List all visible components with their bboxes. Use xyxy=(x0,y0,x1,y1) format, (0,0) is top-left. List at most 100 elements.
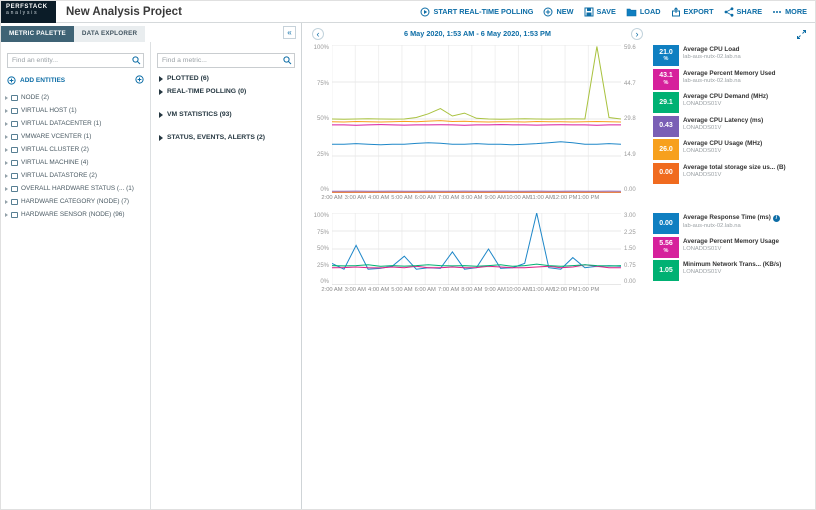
toolbar-label: MORE xyxy=(785,7,807,16)
metric-legend-card[interactable]: 0.43 Average CPU Latency (ms)LONADDS01V xyxy=(653,116,809,137)
chart-2-legend: 0.00 Average Response Time (ms)ilab-aus-… xyxy=(653,213,809,297)
metric-entity: LONADDS01V xyxy=(683,246,779,252)
save-icon xyxy=(584,7,594,17)
tab-metric-palette[interactable]: METRIC PALETTE xyxy=(1,26,74,42)
entity-label: VIRTUAL MACHINE (4) xyxy=(21,159,88,166)
chart-1-plot[interactable] xyxy=(332,45,621,193)
entity-search xyxy=(7,49,144,68)
metric-value: 0.00 xyxy=(659,220,673,228)
metric-title: Average Percent Memory Used xyxy=(683,70,776,77)
axis-label: 9:00 AM xyxy=(485,195,506,201)
info-icon[interactable]: i xyxy=(773,215,780,222)
axis-label: 1.50 xyxy=(624,246,647,252)
entity-virtual-machine[interactable]: VIRTUAL MACHINE (4) xyxy=(1,156,150,169)
start-real-time-polling-button[interactable]: START REAL-TIME POLLING xyxy=(420,7,533,17)
axis-label: 0% xyxy=(308,187,329,193)
add-entities-secondary-button[interactable] xyxy=(135,75,144,86)
entity-label: OVERALL HARDWARE STATUS (... (1) xyxy=(21,185,134,192)
entity-node[interactable]: NODE (2) xyxy=(1,91,150,104)
entity-search-input[interactable] xyxy=(7,53,144,68)
metric-group-plotted[interactable]: PLOTTED (6) xyxy=(151,72,301,85)
chart-2: 100%75%50%25%0% 3.002.251.500.750.00 2:0… xyxy=(308,213,647,297)
share-button[interactable]: SHARE xyxy=(724,7,763,17)
search-icon[interactable] xyxy=(132,52,141,70)
metric-group-vm-statistics[interactable]: VM STATISTICS (93) xyxy=(151,108,301,121)
chart-1: 100%75%50%25%0% 59.644.729.814.90.00 2:0… xyxy=(308,45,647,205)
metric-value-chip: 0.00 xyxy=(653,213,679,234)
expander-icon[interactable] xyxy=(5,161,8,165)
expand-icon[interactable] xyxy=(796,27,807,45)
expander-icon[interactable] xyxy=(5,109,8,113)
metric-legend-card[interactable]: 26.0 Average CPU Usage (MHz)LONADDS01V xyxy=(653,139,809,160)
metric-group-status-events-alerts[interactable]: STATUS, EVENTS, ALERTS (2) xyxy=(151,131,301,144)
virtual-machine-icon xyxy=(11,160,18,166)
entity-hardware-category[interactable]: HARDWARE CATEGORY (NODE) (7) xyxy=(1,195,150,208)
add-entity-icon xyxy=(7,76,16,85)
expander-icon[interactable] xyxy=(5,200,8,204)
metric-title: Average Percent Memory Usage xyxy=(683,238,779,245)
expander-icon[interactable] xyxy=(5,96,8,100)
more-button[interactable]: MORE xyxy=(772,7,807,17)
axis-label: 6:00 AM xyxy=(415,287,436,293)
new-icon xyxy=(543,7,553,17)
top-bar: PERFSTACK analysis New Analysis Project … xyxy=(1,1,815,23)
metric-legend-card[interactable]: 29.1 Average CPU Demand (MHz)LONADDS01V xyxy=(653,92,809,113)
entity-virtual-host[interactable]: VIRTUAL HOST (1) xyxy=(1,104,150,117)
chart-2-plot[interactable] xyxy=(332,213,621,285)
add-entities-button[interactable]: ADD ENTITIES xyxy=(1,72,150,91)
save-button[interactable]: SAVE xyxy=(584,7,616,17)
perfstack-logo: PERFSTACK analysis xyxy=(1,1,56,23)
metric-legend-card[interactable]: 43.1% Average Percent Memory Usedlab-aus… xyxy=(653,69,809,90)
entity-label: VIRTUAL DATASTORE (2) xyxy=(21,172,97,179)
entity-overall-hardware-status[interactable]: OVERALL HARDWARE STATUS (... (1) xyxy=(1,182,150,195)
chart-1-x-axis: 2:00 AM3:00 AM4:00 AM5:00 AM6:00 AM7:00 … xyxy=(332,194,621,205)
search-icon[interactable] xyxy=(283,52,292,70)
new-button[interactable]: NEW xyxy=(543,7,573,17)
metric-search-input[interactable] xyxy=(157,53,295,68)
entity-virtual-datacenter[interactable]: VIRTUAL DATACENTER (1) xyxy=(1,117,150,130)
axis-label: 11:00 AM xyxy=(530,287,554,293)
axis-label: 7:00 AM xyxy=(438,287,459,293)
axis-label: 75% xyxy=(308,81,329,87)
expander-icon[interactable] xyxy=(159,135,163,141)
toolbar-label: EXPORT xyxy=(684,7,714,16)
chart-2-x-axis: 2:00 AM3:00 AM4:00 AM5:00 AM6:00 AM7:00 … xyxy=(332,286,621,297)
metric-legend-card[interactable]: 5.56% Average Percent Memory UsageLONADD… xyxy=(653,237,809,258)
axis-label: 3:00 AM xyxy=(345,195,366,201)
vmware-vcenter-icon xyxy=(11,134,18,140)
metric-legend-card[interactable]: 21.0% Average CPU Loadlab-aus-nutx-02.la… xyxy=(653,45,809,66)
chart-1-left-axis: 100%75%50%25%0% xyxy=(308,45,332,193)
axis-label: 25% xyxy=(308,152,329,158)
expander-icon[interactable] xyxy=(159,89,163,95)
tab-data-explorer[interactable]: DATA EXPLORER xyxy=(74,26,145,42)
entity-vmware-vcenter[interactable]: VMWARE VCENTER (1) xyxy=(1,130,150,143)
collapse-panel-button[interactable]: « xyxy=(283,26,296,39)
expander-icon[interactable] xyxy=(159,76,163,82)
expander-icon[interactable] xyxy=(5,187,8,191)
metric-entity: lab-aus-nutx-02.lab.na xyxy=(683,54,741,60)
expander-icon[interactable] xyxy=(5,174,8,178)
metric-legend-card[interactable]: 1.05 Minimum Network Trans... (KB/s)LONA… xyxy=(653,260,809,281)
expander-icon[interactable] xyxy=(159,112,163,118)
time-forward-button[interactable]: › xyxy=(631,28,643,40)
metric-legend-card[interactable]: 0.00 Average Response Time (ms)ilab-aus-… xyxy=(653,213,809,234)
export-button[interactable]: EXPORT xyxy=(671,7,714,17)
entity-virtual-datastore[interactable]: VIRTUAL DATASTORE (2) xyxy=(1,169,150,182)
expander-icon[interactable] xyxy=(5,148,8,152)
expander-icon[interactable] xyxy=(5,135,8,139)
metric-group-label: VM STATISTICS (93) xyxy=(167,111,232,118)
metric-legend-card[interactable]: 0.00 Average total storage size us... (B… xyxy=(653,163,809,184)
entity-virtual-cluster[interactable]: VIRTUAL CLUSTER (2) xyxy=(1,143,150,156)
toolbar: START REAL-TIME POLLING NEW SAVE LOAD EX… xyxy=(420,7,815,17)
metric-search xyxy=(157,49,295,68)
main-area: METRIC PALETTE DATA EXPLORER « ADD ENTI xyxy=(1,23,815,510)
axis-label: 100% xyxy=(308,213,329,219)
expander-icon[interactable] xyxy=(5,213,8,217)
expander-icon[interactable] xyxy=(5,122,8,126)
metric-group-list: PLOTTED (6) REAL-TIME POLLING (0) VM STA… xyxy=(151,72,301,144)
load-button[interactable]: LOAD xyxy=(626,7,661,17)
axis-label: 0.00 xyxy=(624,279,647,285)
time-back-button[interactable]: ‹ xyxy=(312,28,324,40)
entity-hardware-sensor[interactable]: HARDWARE SENSOR (NODE) (96) xyxy=(1,208,150,221)
metric-group-real-time-polling[interactable]: REAL-TIME POLLING (0) xyxy=(151,85,301,98)
